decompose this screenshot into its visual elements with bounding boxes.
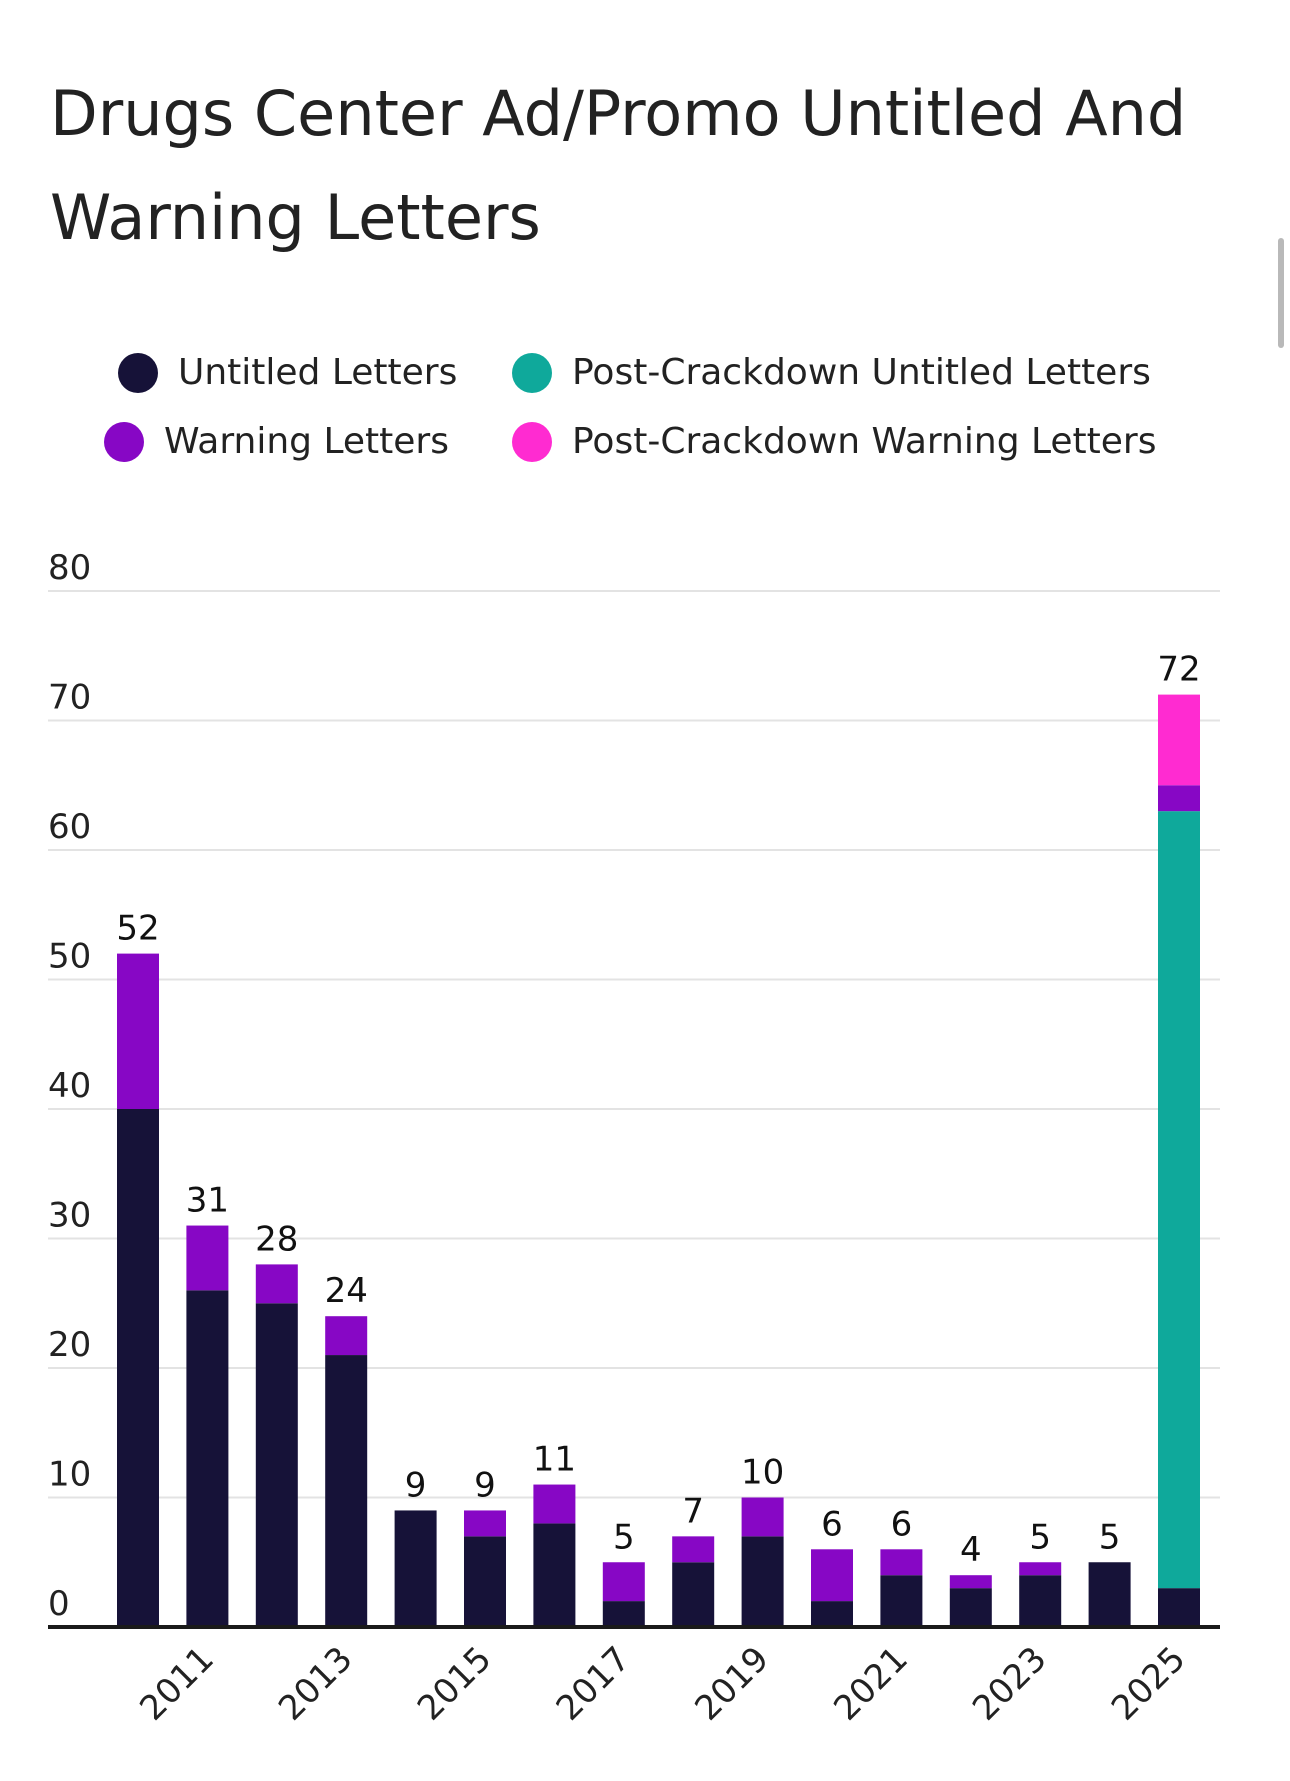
y-tick-label-70: 70 — [48, 678, 91, 718]
x-tick-label-2019: 2019 — [687, 1639, 776, 1728]
bar-segment-2022-untitled-letters — [949, 1588, 992, 1627]
legend-label-untitled-letters: Untitled Letters — [178, 352, 458, 393]
y-tick-label-20: 20 — [48, 1325, 91, 1365]
bar-segment-2017-warning-letters — [602, 1562, 645, 1602]
legend-label-post-crackdown-untitled-letters: Post-Crackdown Untitled Letters — [572, 352, 1151, 393]
bar-segment-2022-warning-letters — [949, 1575, 992, 1589]
bar-segment-2015-warning-letters — [464, 1510, 506, 1537]
bar-segment-2020-warning-letters — [811, 1549, 853, 1602]
legend-item-warning-letters: Warning Letters — [104, 421, 449, 462]
data-label-2012: 28 — [255, 1219, 298, 1259]
bar-segment-2021-untitled-letters — [880, 1575, 923, 1627]
legend-label-warning-letters: Warning Letters — [164, 421, 449, 462]
bar-segment-2015-untitled-letters — [464, 1536, 506, 1627]
data-label-2014: 9 — [405, 1465, 427, 1505]
x-tick-label-2017: 2017 — [549, 1639, 638, 1728]
data-label-2011: 31 — [186, 1181, 229, 1221]
bar-segment-2023-warning-letters — [1019, 1562, 1062, 1576]
bar-segment-2025-warning-letters — [1158, 785, 1200, 812]
scrollbar-thumb[interactable] — [1278, 238, 1284, 348]
bar-segment-2025-post-crackdown-untitled-letters — [1158, 811, 1200, 1589]
y-tick-label-50: 50 — [48, 937, 91, 977]
data-label-2020: 6 — [821, 1504, 843, 1544]
bar-segment-2012-untitled-letters — [255, 1303, 298, 1627]
x-tick-label-2023: 2023 — [965, 1639, 1054, 1728]
data-label-2018: 7 — [682, 1491, 704, 1531]
bar-segment-2010-warning-letters — [117, 953, 159, 1109]
x-tick-label-2015: 2015 — [410, 1639, 499, 1728]
data-label-2015: 9 — [474, 1465, 496, 1505]
bar-segment-2016-warning-letters — [533, 1484, 576, 1524]
bar-segment-2024-untitled-letters — [1088, 1562, 1131, 1627]
legend-dot-post-crackdown-untitled-icon — [512, 352, 552, 393]
legend-dot-post-crackdown-warning-icon — [512, 421, 552, 462]
bar-segment-2019-untitled-letters — [741, 1536, 784, 1627]
bar-segment-2023-untitled-letters — [1019, 1575, 1062, 1627]
data-label-2022: 4 — [960, 1530, 982, 1570]
legend-item-untitled-letters: Untitled Letters — [118, 352, 457, 393]
data-label-2017: 5 — [613, 1517, 635, 1557]
bar-segment-2019-warning-letters — [741, 1497, 784, 1537]
legend-dot-warning-icon — [104, 421, 144, 462]
data-label-2016: 11 — [533, 1440, 576, 1480]
data-label-2024: 5 — [1099, 1517, 1121, 1557]
bar-segment-2017-untitled-letters — [602, 1601, 645, 1627]
y-tick-label-10: 10 — [48, 1455, 91, 1495]
bar-segment-2010-untitled-letters — [117, 1109, 159, 1627]
legend-dot-untitled-icon — [118, 352, 158, 393]
bar-segment-2025-untitled-letters — [1158, 1588, 1200, 1627]
bar-segment-2025-post-crackdown-warning-letters — [1158, 694, 1200, 786]
x-tick-label-2025: 2025 — [1104, 1639, 1193, 1728]
y-tick-label-80: 80 — [48, 548, 91, 588]
y-tick-label-60: 60 — [48, 807, 91, 847]
x-tick-label-2011: 2011 — [132, 1639, 221, 1728]
legend-item-post-crackdown-untitled-letters: Post-Crackdown Untitled Letters — [512, 352, 1151, 393]
chart-title: Drugs Center Ad/Promo Untitled And Warni… — [50, 77, 1187, 254]
legend-label-post-crackdown-warning-letters: Post-Crackdown Warning Letters — [572, 421, 1157, 462]
bar-segment-2011-untitled-letters — [186, 1290, 229, 1627]
data-label-2025: 72 — [1157, 650, 1200, 690]
bar-segment-2011-warning-letters — [186, 1225, 229, 1291]
data-label-2013: 24 — [325, 1271, 368, 1311]
legend-item-post-crackdown-warning-letters: Post-Crackdown Warning Letters — [512, 421, 1157, 462]
x-tick-label-2021: 2021 — [826, 1639, 915, 1728]
bar-segment-2018-warning-letters — [672, 1536, 715, 1563]
bar-segment-2021-warning-letters — [880, 1549, 923, 1576]
x-tick-label-2013: 2013 — [271, 1639, 360, 1728]
y-tick-label-40: 40 — [48, 1066, 91, 1106]
bar-segment-2012-warning-letters — [255, 1264, 298, 1304]
bar-segment-2018-untitled-letters — [672, 1562, 715, 1627]
data-label-2019: 10 — [741, 1453, 784, 1493]
data-label-2010: 52 — [116, 909, 159, 949]
bar-segment-2013-untitled-letters — [325, 1355, 368, 1627]
y-tick-label-0: 0 — [48, 1584, 70, 1624]
y-tick-label-30: 30 — [48, 1196, 91, 1236]
bar-segment-2014-untitled-letters — [394, 1510, 437, 1627]
bar-segment-2013-warning-letters — [325, 1316, 368, 1356]
data-label-2023: 5 — [1029, 1517, 1051, 1557]
bar-segment-2020-untitled-letters — [811, 1601, 853, 1627]
bar-segment-2016-untitled-letters — [533, 1523, 576, 1627]
data-label-2021: 6 — [891, 1504, 913, 1544]
